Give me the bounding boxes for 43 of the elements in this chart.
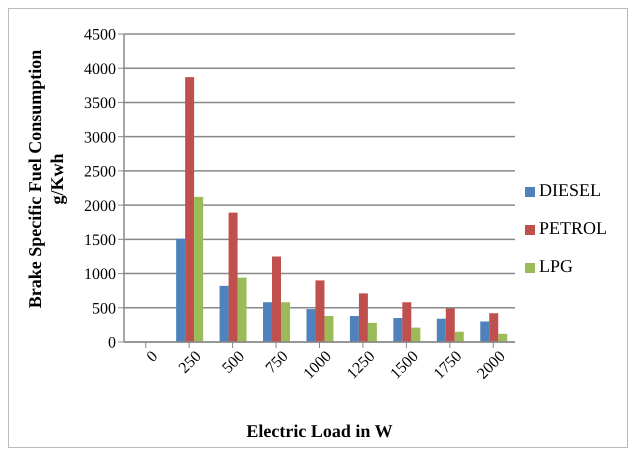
y-tick-label: 4500 [84, 26, 116, 44]
bar [368, 322, 377, 342]
bar [306, 309, 316, 342]
bar [220, 286, 229, 342]
bar [350, 316, 359, 342]
bar [402, 302, 412, 342]
x-tick-label: 0 [144, 348, 162, 366]
bar [446, 308, 455, 342]
y-tick-label: 2500 [84, 164, 116, 181]
y-tick-label: 2000 [84, 198, 116, 215]
bar [411, 328, 420, 342]
y-tick-label: 3000 [84, 129, 116, 146]
bar [281, 302, 290, 342]
bar [263, 302, 272, 342]
x-tick-label: 750 [262, 348, 292, 377]
bar [228, 212, 238, 342]
x-tick-label: 250 [176, 348, 205, 377]
bar [324, 316, 334, 342]
legend-label: PETROL [538, 218, 607, 238]
bar [480, 321, 490, 342]
y-tick-label: 1500 [84, 232, 116, 250]
x-tick-label: 500 [219, 348, 248, 377]
y-tick-label: 1000 [84, 266, 116, 284]
y-axis-title: Brake Specific Fuel Consumption g/Kwh [24, 48, 68, 310]
bar [436, 318, 446, 342]
bar [194, 196, 204, 342]
bar [238, 278, 247, 342]
legend-label: LPG [538, 256, 573, 276]
bar [498, 334, 508, 342]
bar [176, 238, 186, 342]
legend-label: DIESEL [538, 180, 601, 200]
bar [393, 318, 402, 342]
y-tick-label: 0 [108, 334, 116, 352]
bar [358, 293, 368, 342]
y-tick-label: 500 [92, 300, 116, 318]
bar [185, 77, 194, 342]
y-tick-label: 3500 [84, 95, 116, 112]
bar [489, 313, 498, 342]
bar [272, 256, 282, 342]
x-axis-title: Electric Load in W [246, 421, 393, 441]
bar [454, 332, 464, 342]
y-tick-label: 4000 [84, 60, 116, 78]
bar [315, 280, 324, 342]
